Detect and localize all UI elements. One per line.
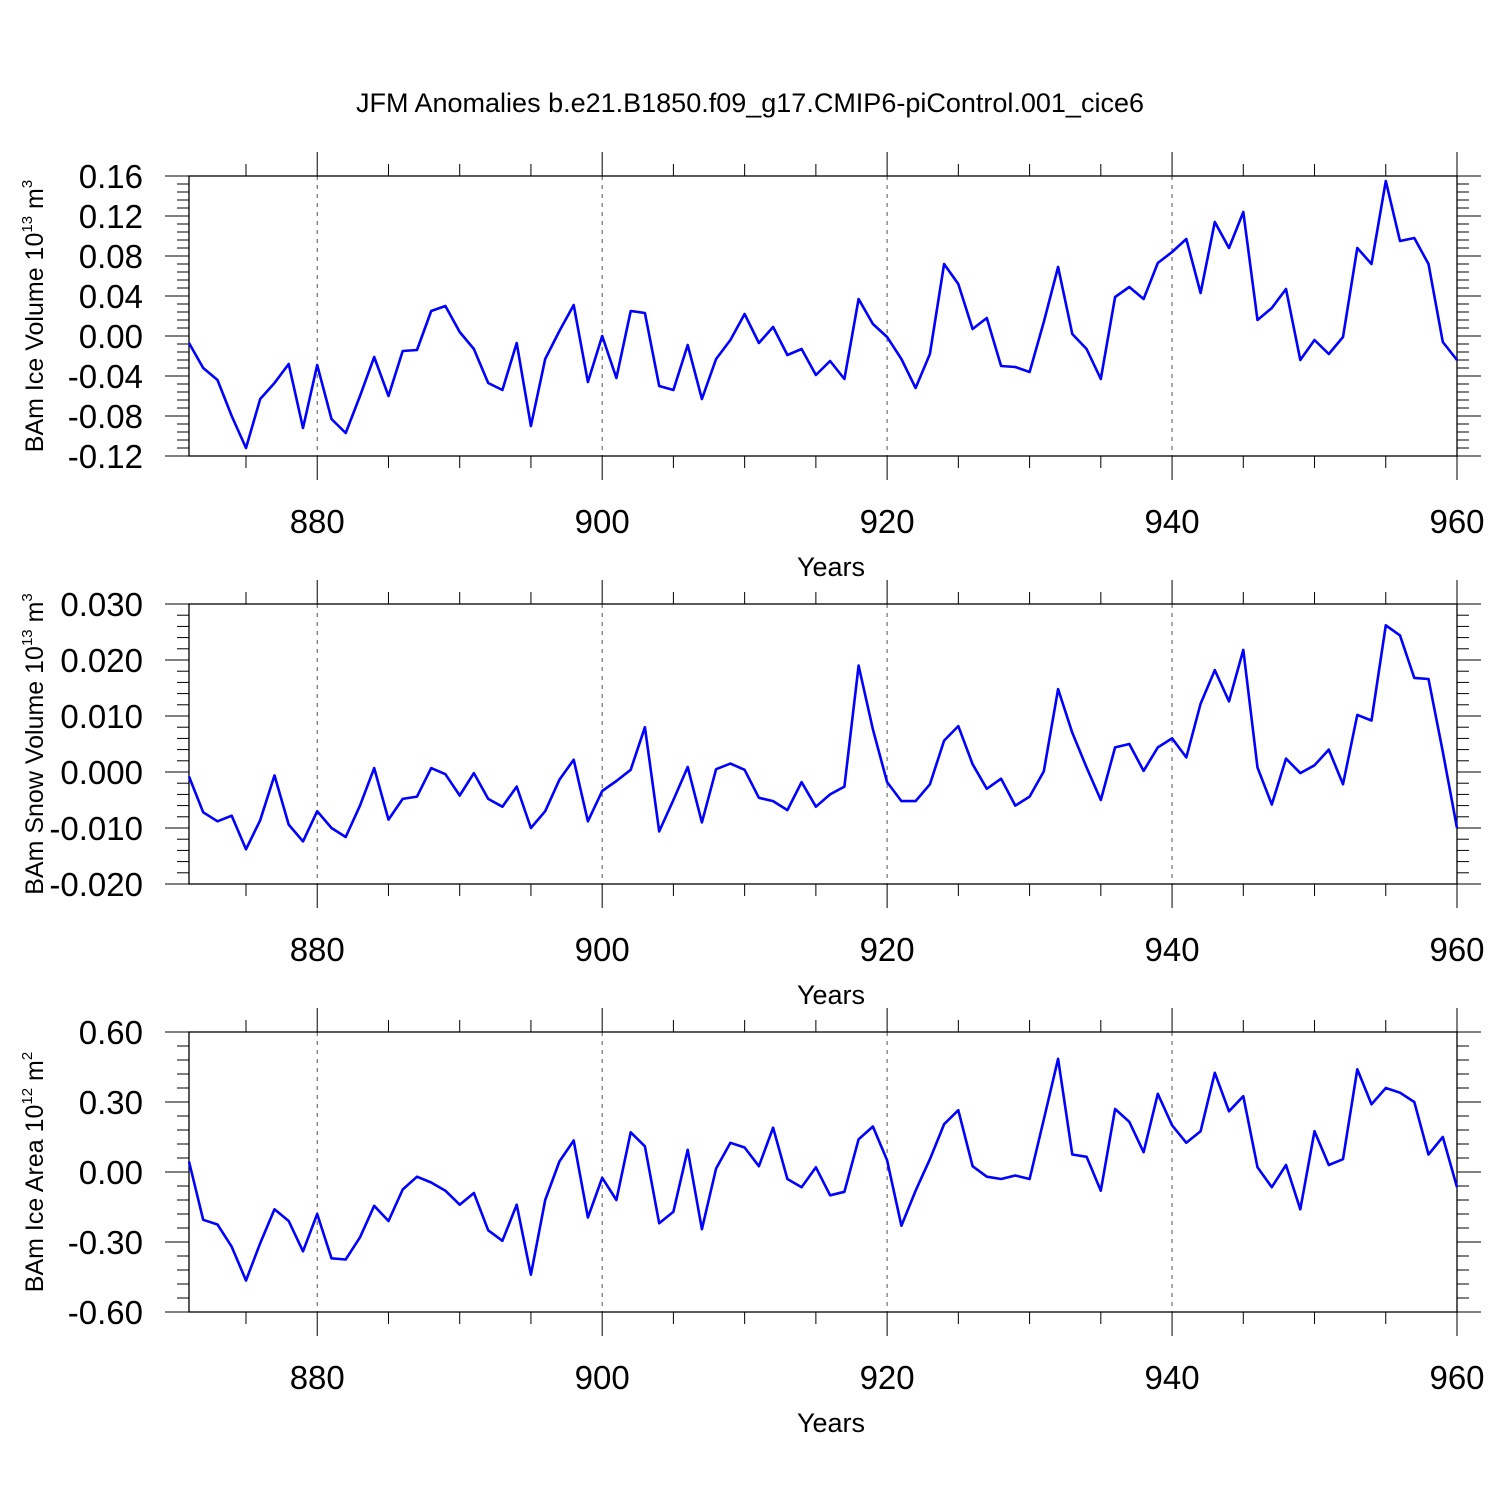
x-tick-label: 920 <box>860 1359 915 1396</box>
y-tick-label: 0.04 <box>79 278 143 315</box>
panel-ice-area: 880 900 920 940 960 Years 0.60 0.30 0.00 -0.30 -0.… <box>19 1008 1485 1438</box>
x-axis-label: Years <box>797 980 865 1010</box>
panel-snow-volume: 880 900 920 940 960 Years 0.030 0.020 0.010 0.000… <box>19 580 1485 1010</box>
x-tick-label: 900 <box>575 503 630 540</box>
y-label-main: BAm Ice Volume 10 <box>21 233 49 453</box>
x-tick-label: 880 <box>290 1359 345 1396</box>
y-label-exponent: 12 <box>19 1088 36 1105</box>
x-tick-label: 940 <box>1145 1359 1200 1396</box>
y-tick-label: -0.04 <box>68 358 143 395</box>
y-tick-label: 0.60 <box>79 1014 143 1051</box>
plot-frame <box>188 603 1458 885</box>
x-tick-label: 960 <box>1429 1359 1484 1396</box>
x-axis-label: Years <box>797 552 865 582</box>
y-label-unit-exponent: 2 <box>19 1052 36 1060</box>
plot-frame <box>188 175 1458 457</box>
x-tick-label: 940 <box>1145 503 1200 540</box>
y-label-unit-exponent: 3 <box>19 180 36 188</box>
series-line-ice-area <box>187 1057 1459 1282</box>
x-tick-label: 920 <box>860 931 915 968</box>
x-tick-label: 880 <box>290 503 345 540</box>
y-label-main: BAm Ice Area 10 <box>21 1105 49 1293</box>
y-tick-label: 0.00 <box>79 318 143 355</box>
y-tick-label: -0.60 <box>68 1294 143 1331</box>
y-tick-label: 0.00 <box>79 1154 143 1191</box>
y-axis-label: BAm Snow Volume 1013 m3 <box>19 593 49 895</box>
x-tick-label: 900 <box>575 1359 630 1396</box>
x-tick-label: 900 <box>575 931 630 968</box>
x-tick-label: 920 <box>860 503 915 540</box>
x-tick-label: 960 <box>1429 931 1484 968</box>
plot-frame <box>188 1031 1458 1313</box>
series-line-ice-volume <box>187 179 1459 450</box>
y-tick-label: -0.30 <box>68 1224 143 1261</box>
y-label-unit: m <box>21 602 49 630</box>
y-tick-label: 0.000 <box>60 754 143 791</box>
y-tick-label: 0.16 <box>79 158 143 195</box>
y-label-main: BAm Snow Volume 10 <box>21 646 49 895</box>
x-tick-label: 960 <box>1429 503 1484 540</box>
y-axis-label: BAm Ice Volume 1013 m3 <box>19 180 49 452</box>
y-label-unit: m <box>21 188 49 216</box>
y-tick-label: -0.020 <box>49 866 143 903</box>
x-tick-label: 880 <box>290 931 345 968</box>
y-tick-label: 0.010 <box>60 698 143 735</box>
y-tick-label: 0.020 <box>60 642 143 679</box>
series-line-snow-volume <box>187 623 1459 851</box>
y-tick-label: -0.010 <box>49 810 143 847</box>
y-label-exponent: 13 <box>19 629 36 646</box>
y-tick-label: 0.030 <box>60 586 143 623</box>
y-tick-label: 0.12 <box>79 198 143 235</box>
chart-title: JFM Anomalies b.e21.B1850.f09_g17.CMIP6-… <box>356 88 1144 118</box>
y-label-unit-exponent: 3 <box>19 593 36 601</box>
y-tick-label: -0.08 <box>68 398 143 435</box>
x-tick-label: 940 <box>1145 931 1200 968</box>
x-axis-label: Years <box>797 1408 865 1438</box>
panel-ice-volume: 880 900 920 940 960 Years 0.160.120.080.040.00… <box>19 152 1485 582</box>
y-tick-label: -0.12 <box>68 438 143 475</box>
y-tick-label: 0.08 <box>79 238 143 275</box>
y-tick-label: 0.30 <box>79 1084 143 1121</box>
panels: 880 900 920 940 960Years0.160.120.080.040.00… <box>19 152 1485 1438</box>
y-label-exponent: 13 <box>19 216 36 233</box>
y-label-unit: m <box>21 1060 49 1088</box>
y-axis-label: BAm Ice Area 1012 m2 <box>19 1052 49 1292</box>
